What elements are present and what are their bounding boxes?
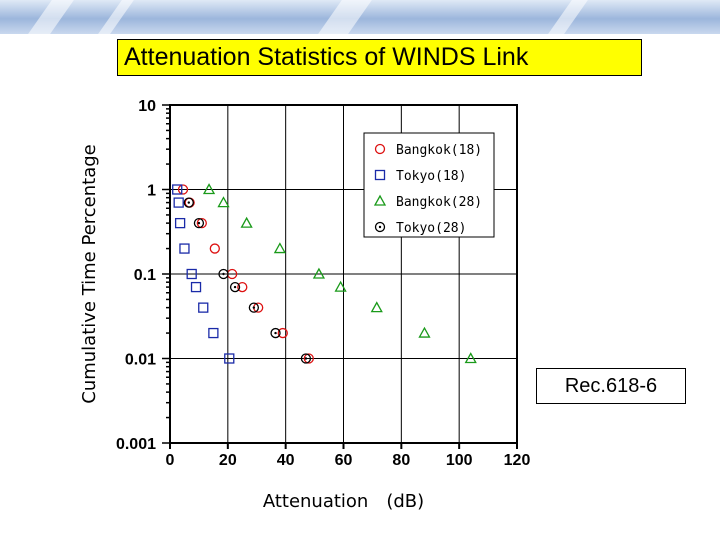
x-tick-label: 0: [166, 452, 175, 469]
legend-box: [363, 132, 495, 238]
data-point-series-0: [303, 353, 314, 364]
data-point-series-3: [270, 327, 281, 339]
data-point-series-2: [312, 267, 326, 279]
x-tick-label: 100: [446, 452, 473, 469]
data-point-series-3: [183, 197, 194, 208]
data-point-series-2: [418, 326, 431, 338]
data-point-series-3: [229, 281, 241, 293]
data-point-series-1: [198, 302, 209, 313]
y-tick-label: 0.01: [125, 352, 156, 369]
data-point-series-3: [218, 268, 229, 280]
legend-label: Bangkok(18): [396, 143, 482, 158]
data-point-series-1: [173, 197, 184, 208]
data-point-series-0: [196, 217, 207, 229]
x-tick-label: 20: [219, 452, 237, 469]
data-point-series-2: [202, 183, 216, 195]
x-axis-title: Attenuation (dB): [263, 491, 424, 512]
y-tick-label: 0.1: [134, 267, 156, 284]
data-point-series-3: [248, 302, 260, 313]
data-point-series-2: [240, 216, 253, 228]
data-point-series-0: [209, 243, 220, 254]
data-point-series-2: [217, 196, 230, 208]
data-point-series-1: [190, 281, 202, 293]
data-point-series-0: [277, 327, 288, 339]
data-point-series-1: [172, 184, 183, 195]
data-point-series-1: [174, 217, 186, 229]
x-tick-label: 60: [335, 452, 353, 469]
y-axis-title: Cumulative Time Percentage: [79, 144, 100, 404]
legend-label: Tokyo(28): [396, 221, 466, 236]
data-point-series-2: [273, 242, 286, 254]
data-point-series-0: [177, 184, 189, 195]
legend-marker: [374, 143, 386, 155]
legend-label: Tokyo(18): [396, 169, 466, 184]
y-tick-label: 10: [138, 98, 156, 115]
legend-label: Bangkok(28): [396, 195, 482, 210]
data-point-series-1: [224, 353, 235, 364]
x-tick-label: 40: [277, 452, 295, 469]
data-point-series-1: [208, 327, 219, 339]
y-tick-label: 0.001: [116, 436, 156, 453]
legend-marker: [373, 194, 387, 206]
data-point-series-1: [186, 268, 197, 280]
data-point-series-2: [464, 352, 477, 364]
slide-title: Attenuation Statistics of WINDS Link: [117, 39, 642, 76]
rec-label-box: Rec.618-6: [536, 368, 686, 404]
y-tick-label: 1: [147, 183, 156, 200]
data-point-series-3: [193, 217, 205, 229]
data-point-series-2: [370, 301, 383, 313]
x-tick-label: 120: [504, 452, 531, 469]
top-banner: [0, 0, 720, 34]
data-point-series-3: [300, 353, 312, 364]
data-point-series-0: [237, 281, 248, 293]
legend-marker: [374, 221, 386, 233]
data-point-series-1: [179, 243, 190, 254]
data-point-series-2: [334, 280, 347, 292]
x-tick-label: 80: [392, 452, 410, 469]
legend-marker: [374, 169, 386, 181]
